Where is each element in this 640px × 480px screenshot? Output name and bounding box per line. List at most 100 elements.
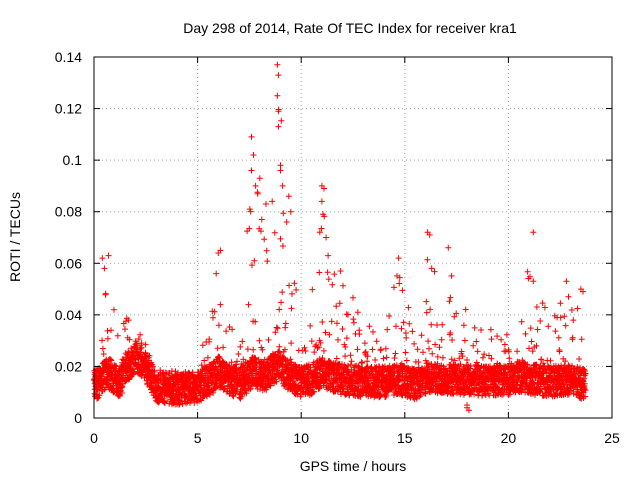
data-point — [292, 363, 299, 369]
data-point — [217, 301, 224, 308]
data-point — [419, 378, 426, 385]
data-point — [249, 262, 255, 269]
data-point — [216, 355, 223, 362]
data-point — [424, 256, 431, 263]
data-point — [276, 349, 283, 356]
data-point — [574, 305, 581, 312]
data-point — [350, 316, 357, 323]
data-point — [311, 349, 318, 356]
data-point — [316, 269, 323, 276]
data-point — [428, 265, 435, 272]
data-point — [105, 252, 112, 259]
data-point — [552, 328, 559, 335]
x-tick-label: 0 — [90, 430, 98, 446]
data-point — [519, 386, 525, 392]
data-point — [248, 133, 255, 140]
data-point — [316, 229, 323, 236]
data-point — [479, 354, 486, 361]
data-point — [399, 287, 406, 294]
data-point — [329, 281, 336, 288]
x-tick-label: 5 — [194, 430, 202, 446]
data-point — [528, 338, 535, 345]
y-tick-label: 0.04 — [55, 307, 82, 323]
data-point — [464, 402, 470, 409]
data-point — [438, 336, 445, 343]
data-point — [567, 366, 574, 373]
data-point — [362, 369, 369, 376]
data-point — [323, 234, 330, 241]
data-point — [347, 361, 354, 368]
data-point — [256, 337, 263, 344]
data-point — [199, 342, 206, 349]
data-point — [561, 313, 568, 320]
data-point — [533, 342, 540, 349]
data-point — [277, 167, 284, 174]
data-point — [275, 123, 282, 130]
data-point — [278, 117, 285, 124]
data-point — [362, 348, 369, 355]
data-point — [349, 374, 356, 381]
data-point — [314, 345, 321, 351]
data-point — [275, 72, 282, 79]
data-point — [315, 344, 322, 351]
data-point — [272, 329, 279, 336]
data-point — [293, 286, 300, 293]
data-point — [569, 334, 576, 341]
data-point — [104, 335, 111, 342]
data-points — [91, 61, 589, 414]
data-point — [252, 182, 259, 189]
y-tick-labels: 0 0.02 0.04 0.06 0.08 0.1 0.12 0.14 — [55, 49, 82, 426]
data-point — [555, 334, 562, 341]
data-point — [247, 385, 254, 392]
data-point — [568, 307, 575, 313]
data-point — [283, 219, 290, 225]
data-point — [331, 271, 338, 278]
data-point — [487, 326, 494, 333]
data-point — [321, 185, 327, 192]
data-point — [582, 393, 589, 400]
data-point — [223, 328, 230, 335]
data-point — [447, 330, 454, 336]
data-point — [415, 359, 422, 365]
data-point — [421, 390, 428, 396]
data-point — [576, 356, 583, 362]
data-point — [246, 225, 253, 232]
data-point — [279, 243, 286, 249]
data-point — [150, 363, 157, 370]
data-point — [533, 361, 540, 368]
data-point — [277, 235, 284, 242]
data-point — [524, 361, 531, 368]
x-tick-label: 25 — [604, 430, 620, 446]
data-point — [252, 355, 259, 362]
data-point — [426, 231, 433, 238]
data-point — [265, 336, 272, 343]
data-point — [392, 350, 399, 357]
data-point — [485, 390, 492, 397]
data-point — [274, 61, 281, 68]
data-point — [111, 306, 117, 313]
data-point — [453, 310, 460, 317]
data-point — [251, 257, 258, 264]
data-point — [464, 357, 470, 363]
data-point — [488, 355, 495, 362]
data-point — [461, 337, 468, 344]
data-point — [354, 346, 361, 353]
data-point — [405, 304, 412, 311]
data-point — [533, 304, 540, 310]
data-point — [529, 348, 536, 355]
data-point — [104, 327, 111, 334]
data-point — [264, 258, 271, 265]
data-point — [369, 346, 376, 353]
data-point — [350, 319, 357, 326]
data-point — [366, 323, 373, 330]
data-point — [488, 336, 495, 343]
data-point — [456, 355, 463, 362]
data-point — [287, 377, 294, 384]
data-point — [537, 318, 544, 324]
data-point — [179, 397, 185, 404]
data-point — [107, 356, 114, 363]
data-point — [539, 300, 546, 307]
data-point — [377, 346, 384, 353]
data-point — [446, 298, 453, 305]
data-point — [337, 268, 344, 274]
